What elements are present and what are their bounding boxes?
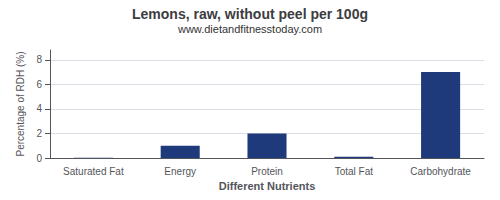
svg-text:Lemons, raw, without peel per: Lemons, raw, without peel per 100g <box>132 6 368 22</box>
svg-text:Energy: Energy <box>164 166 196 177</box>
svg-text:Different Nutrients: Different Nutrients <box>219 180 316 192</box>
svg-text:2: 2 <box>36 128 42 139</box>
svg-text:www.dietandfitnesstoday.com: www.dietandfitnesstoday.com <box>177 23 322 35</box>
svg-text:Total Fat: Total Fat <box>335 166 374 177</box>
svg-text:6: 6 <box>36 79 42 90</box>
svg-text:Protein: Protein <box>251 166 283 177</box>
svg-text:4: 4 <box>36 103 42 114</box>
svg-text:8: 8 <box>36 54 42 65</box>
svg-text:Carbohydrate: Carbohydrate <box>410 166 471 177</box>
svg-text:Percentage of RDH (%): Percentage of RDH (%) <box>15 51 26 156</box>
svg-text:Saturated Fat: Saturated Fat <box>63 166 124 177</box>
svg-text:0: 0 <box>36 153 42 164</box>
